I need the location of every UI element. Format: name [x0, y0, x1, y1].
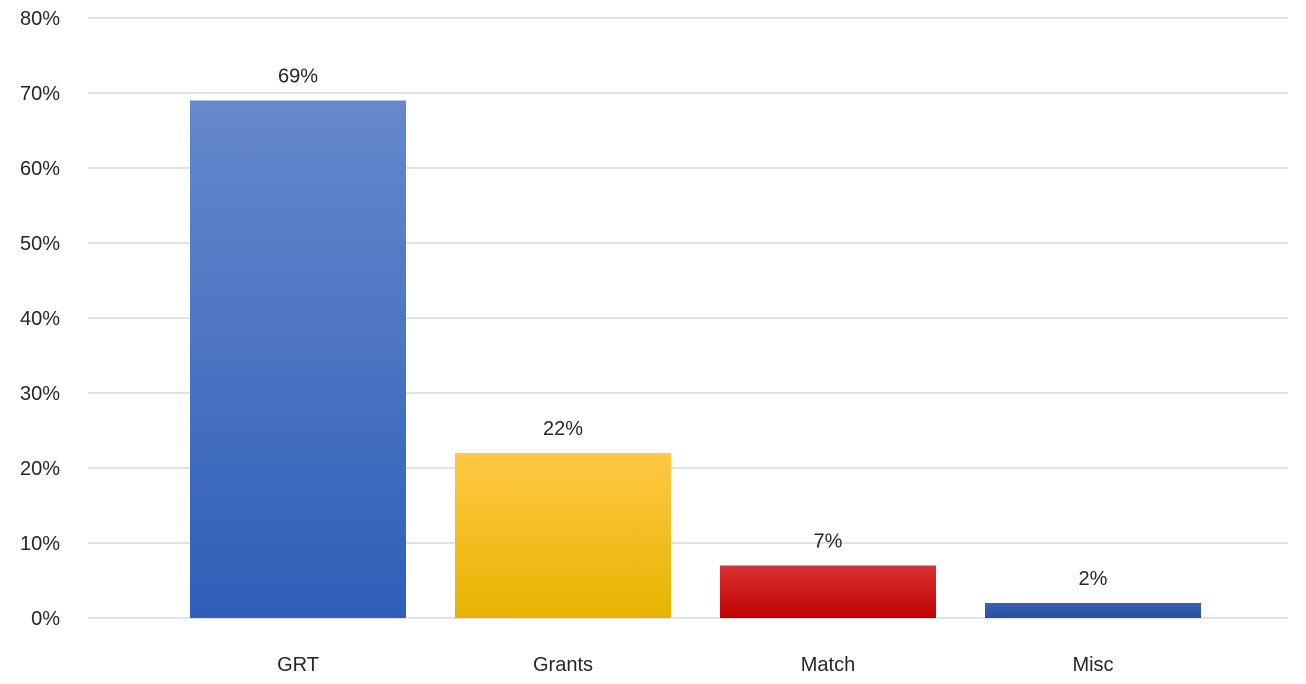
x-axis-categories: GRT Grants Match Misc — [277, 654, 1113, 676]
bars — [190, 100, 1201, 618]
bar-grt — [190, 100, 406, 618]
y-tick-label: 60% — [20, 158, 60, 180]
y-tick-label: 30% — [20, 383, 60, 405]
category-label-misc: Misc — [1072, 654, 1113, 676]
category-label-match: Match — [801, 654, 855, 676]
y-tick-label: 50% — [20, 233, 60, 255]
bar-misc — [985, 603, 1201, 618]
y-tick-label: 20% — [20, 458, 60, 480]
y-tick-label: 10% — [20, 533, 60, 555]
y-tick-label: 80% — [20, 8, 60, 30]
data-label-grt: 69% — [278, 66, 318, 88]
bar-grants — [455, 453, 671, 618]
bar-match — [720, 565, 936, 618]
data-label-misc: 2% — [1079, 568, 1108, 590]
y-tick-label: 0% — [31, 608, 60, 630]
data-labels: 69% 22% 7% 2% — [278, 66, 1108, 591]
y-axis-ticks: 0% 10% 20% 30% 40% 50% 60% 70% 80% — [20, 8, 60, 630]
category-label-grants: Grants — [533, 654, 593, 676]
category-label-grt: GRT — [277, 654, 319, 676]
data-label-grants: 22% — [543, 418, 583, 440]
y-tick-label: 70% — [20, 83, 60, 105]
y-tick-label: 40% — [20, 308, 60, 330]
data-label-match: 7% — [814, 531, 843, 553]
